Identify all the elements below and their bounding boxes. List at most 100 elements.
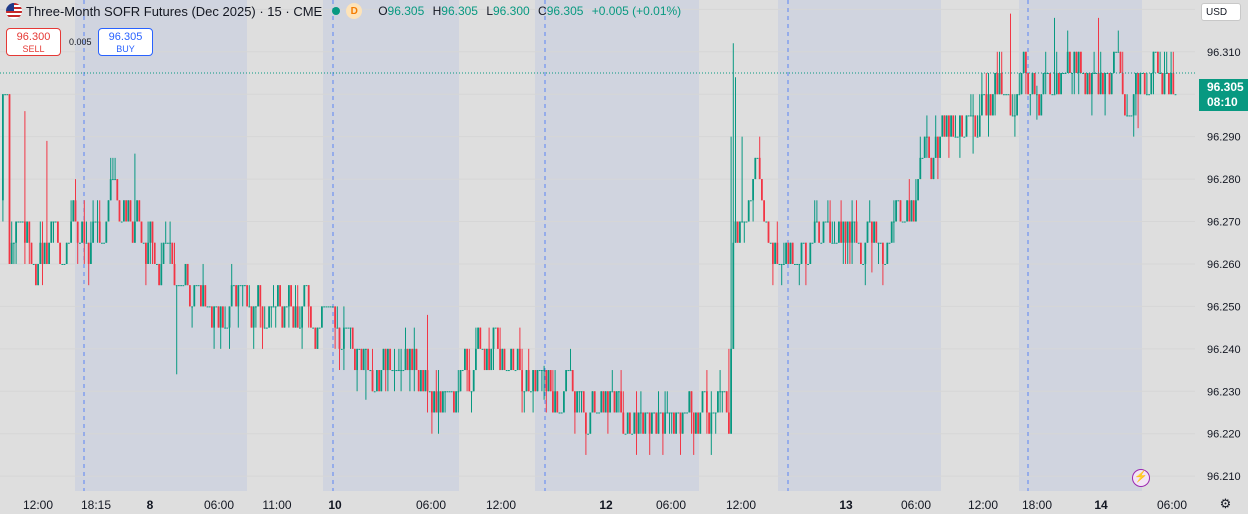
candle-body <box>1161 72 1164 95</box>
candle-body <box>1051 94 1054 96</box>
candle-body <box>501 348 504 371</box>
candle-body <box>219 306 222 328</box>
candle-body <box>30 242 33 264</box>
candle-body <box>1066 51 1069 73</box>
buy-button[interactable]: 96.305 BUY <box>98 28 153 56</box>
candle-body <box>875 221 878 243</box>
candle-body <box>446 391 449 393</box>
open-key: O <box>378 4 388 18</box>
market-status[interactable]: D <box>332 3 363 19</box>
candle-body <box>296 306 299 328</box>
data-delay-badge[interactable]: D <box>346 3 363 19</box>
candle-body <box>673 412 675 434</box>
candle-body <box>360 348 363 371</box>
candle-body <box>197 285 200 287</box>
candle-body <box>312 327 314 329</box>
candle-body <box>582 391 585 413</box>
candle-body <box>712 412 715 414</box>
candle-body <box>492 327 495 349</box>
candle-body <box>1022 51 1025 73</box>
candle-body <box>301 306 303 328</box>
candle-body <box>1080 51 1082 73</box>
candle-body <box>85 242 88 244</box>
candle-body <box>1005 94 1007 96</box>
lightning-icon[interactable]: ⚡ <box>1132 469 1150 487</box>
candle-body <box>956 136 959 138</box>
candle-body <box>541 370 543 372</box>
symbol-title[interactable]: Three-Month SOFR Futures (Dec 2025) · 15… <box>26 3 323 19</box>
candle-body <box>362 348 365 371</box>
candle-body <box>17 221 20 223</box>
gear-icon[interactable]: ⚙ <box>1219 496 1232 511</box>
candle-body <box>849 221 851 243</box>
candle-body <box>890 221 893 243</box>
candle-body <box>63 263 66 265</box>
candle-body <box>728 412 730 434</box>
currency-selector[interactable]: USD <box>1201 3 1241 21</box>
candle-body <box>169 242 171 244</box>
candle-body <box>853 221 856 223</box>
candle-body <box>1077 51 1080 73</box>
grid-lines <box>0 8 1195 477</box>
candle-body <box>1165 72 1168 74</box>
candle-body <box>424 370 427 392</box>
candle-body <box>470 391 473 393</box>
candle-body <box>747 200 750 222</box>
candle-body <box>277 285 279 307</box>
candle-body <box>1027 72 1029 95</box>
candle-body <box>879 242 882 244</box>
candle-body <box>400 370 402 372</box>
candle-body <box>549 370 552 392</box>
candle-body <box>235 285 237 307</box>
candle-body <box>208 306 211 308</box>
candle-body <box>329 306 332 308</box>
candle-body <box>915 200 917 222</box>
candle-body <box>787 242 790 264</box>
candle-body <box>125 200 127 222</box>
candle-body <box>21 221 24 223</box>
candle-body <box>677 412 680 414</box>
candle-body <box>156 263 158 265</box>
candle-body <box>571 370 574 392</box>
candle-body <box>288 285 290 307</box>
candle-body <box>774 242 776 264</box>
candle-body <box>149 221 152 243</box>
sell-button[interactable]: 96.300 SELL <box>6 28 61 56</box>
time-tick-label: 11:00 <box>262 498 291 512</box>
candle-body <box>1020 72 1023 95</box>
candle-body <box>1146 94 1148 96</box>
candle-body <box>1154 51 1157 53</box>
candle-body <box>39 242 42 264</box>
candle-body <box>57 221 59 243</box>
candle-body <box>70 221 72 243</box>
candle-body <box>873 221 875 243</box>
candle-body <box>961 115 963 137</box>
candle-body <box>622 412 625 434</box>
candle-body <box>547 370 550 392</box>
candle-body <box>477 327 479 349</box>
candle-body <box>688 391 691 413</box>
candle-body <box>846 221 849 243</box>
candle-body <box>158 263 160 286</box>
candle-body <box>167 242 169 244</box>
candle-body <box>457 391 460 393</box>
candle-body <box>857 242 860 244</box>
candle-body <box>1000 72 1003 95</box>
candle-body <box>534 370 537 392</box>
candle-body <box>310 306 312 328</box>
candle-body <box>369 370 372 372</box>
candle-body <box>1113 51 1115 73</box>
candle-body <box>591 391 594 413</box>
candle-body <box>433 391 435 413</box>
candle-body <box>829 221 831 243</box>
candle-body <box>725 391 728 413</box>
candle-body <box>1130 115 1133 117</box>
candle-body <box>123 200 125 222</box>
candle-body <box>1060 72 1062 95</box>
candle-body <box>142 242 145 244</box>
buy-label: BUY <box>116 44 135 54</box>
candle-body <box>791 242 794 264</box>
candle-body <box>52 221 55 223</box>
candle-body <box>182 285 185 287</box>
